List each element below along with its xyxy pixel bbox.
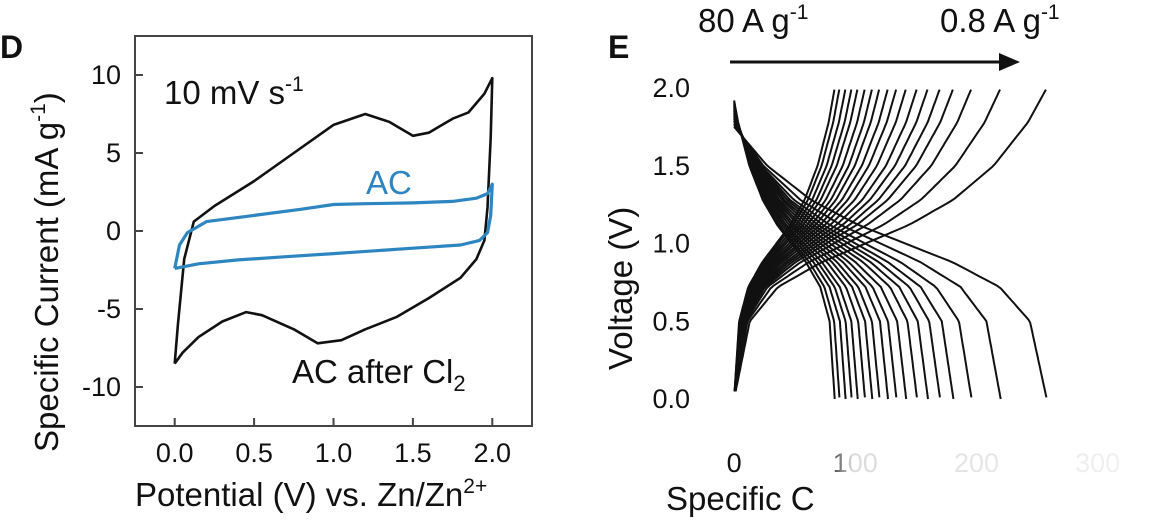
y-tick-label: 5 (106, 138, 121, 168)
y-tick-label: -5 (97, 294, 121, 324)
panel-d-y-ticks: 10 5 0 -5 -10 (82, 60, 143, 402)
charge-curve (734, 89, 1001, 392)
charge-curve (734, 89, 1047, 392)
panel-d-cv-chart: D 10 mV s-1 0.0 0.5 1.0 1.5 2.0 10 5 0 -5 -10 AC… (0, 29, 533, 513)
discharge-curve (733, 124, 1002, 400)
charge-curve (734, 89, 972, 392)
panel-e-y-ticks: 2.0 1.5 1.0 0.5 0.0 (652, 73, 690, 414)
discharge-curve (733, 123, 973, 398)
y-tick-label: 2.0 (652, 73, 690, 103)
panel-e-letter: E (608, 29, 629, 65)
rate-direction-arrow (730, 53, 1020, 71)
y-tick-label: 0.0 (652, 384, 690, 414)
x-tick-label: 1.5 (394, 438, 432, 468)
panel-d-x-ticks: 0.0 0.5 1.0 1.5 2.0 (156, 418, 511, 468)
discharge-curve (733, 121, 955, 400)
y-tick-label: 0 (106, 216, 121, 246)
cv-curve-ac (173, 182, 494, 270)
bottom-right-fade-overlay (826, 446, 1154, 524)
panel-e-curves (733, 89, 1048, 400)
panel-e-x-axis-title: Specific C (666, 480, 815, 517)
y-tick-label: 1.5 (652, 151, 690, 181)
cv-curve-ac-after-cl2 (173, 76, 494, 365)
y-tick-label: 0.5 (652, 306, 690, 336)
x-tick-label: 2.0 (474, 438, 512, 468)
x-tick-label: 0.0 (156, 438, 194, 468)
panel-d-x-axis-title: Potential (V) vs. Zn/Zn2+ (135, 475, 487, 513)
panel-d-letter: D (0, 29, 23, 65)
panel-e-gcd-chart: E 80 A g-1 0.8 A g-1 2.01.51.00.50.0 010… (602, 1, 1154, 524)
x-tick-label: 0 (727, 448, 742, 478)
y-tick-label: 1.0 (652, 229, 690, 259)
rate-start-label: 80 A g-1 (698, 1, 808, 39)
panel-d-y-axis-title: Specific Current (mA g-1) (27, 92, 65, 452)
series-label-ac-after-cl2: AC after Cl2 (292, 353, 466, 396)
scan-rate-annotation: 10 mV s-1 (164, 73, 304, 111)
discharge-curve (733, 126, 1048, 398)
y-tick-label: -10 (82, 372, 121, 402)
rate-end-label: 0.8 A g-1 (940, 1, 1060, 39)
x-tick-label: 0.5 (235, 438, 273, 468)
x-tick-label: 1.0 (315, 438, 353, 468)
y-tick-label: 10 (91, 60, 121, 90)
series-label-ac: AC (366, 164, 412, 201)
panel-e-y-axis-title: Voltage (V) (602, 207, 639, 370)
panel-d-curves (173, 76, 494, 365)
